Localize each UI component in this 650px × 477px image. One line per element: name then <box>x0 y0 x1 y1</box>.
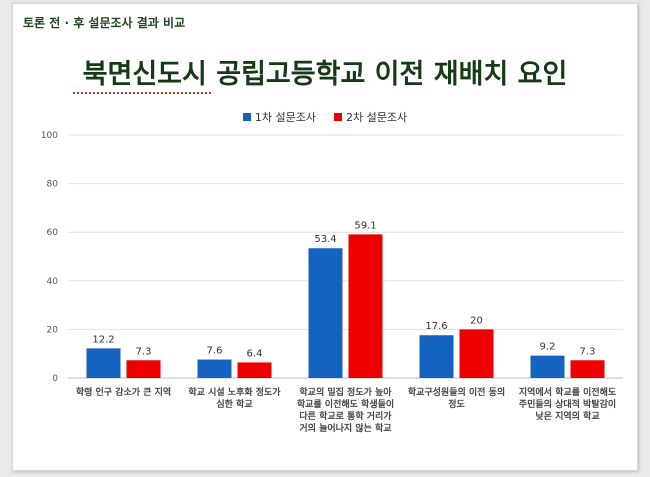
chart-title: 북면신도시 공립고등학교 이전 재배치 요인 <box>82 59 568 90</box>
category-label-1: 학령 인구 감소가 큰 지역 <box>76 386 171 398</box>
legend-label-series-2: 2차 설문조사 <box>346 111 408 124</box>
bar-series-1-cat-5 <box>530 355 565 378</box>
category-label-4: 학교구성원들의 이전 동의 <box>408 386 505 398</box>
data-label-series-2-cat-5: 7.3 <box>580 346 596 357</box>
y-tick-label: 60 <box>47 228 59 238</box>
y-tick-label: 0 <box>52 374 58 384</box>
legend-label-series-1: 1차 설문조사 <box>254 111 316 124</box>
bar-chart: 0 20 40 60 80 100 12.2 7.3 학령 인구 감소가 큰 지역 7.6 6.4 학… <box>41 131 623 434</box>
legend-item-series-2: 2차 설문조사 <box>334 109 407 125</box>
y-tick-label: 100 <box>41 131 58 141</box>
data-label-series-2-cat-2: 6.4 <box>247 348 263 359</box>
category-label-5: 지역에서 학교를 이전해도 <box>519 386 617 398</box>
category-label-5: 낮은 지역의 학교 <box>535 410 599 422</box>
data-label-series-1-cat-3: 53.4 <box>314 234 336 245</box>
category-label-2: 심한 학교 <box>216 398 252 410</box>
bar-series-1-cat-4 <box>419 335 454 378</box>
y-tick-label: 20 <box>47 325 59 335</box>
data-label-series-1-cat-2: 7.6 <box>207 346 223 357</box>
y-tick-label: 40 <box>47 277 59 287</box>
bar-series-1-cat-2 <box>197 359 232 378</box>
category-label-4: 정도 <box>448 398 465 410</box>
category-label-3: 다른 학교로 통학 거리가 <box>299 410 392 422</box>
data-label-series-1-cat-5: 9.2 <box>540 342 556 353</box>
header-label: 토론 전 · 후 설문조사 결과 비교 <box>23 16 186 30</box>
data-label-series-2-cat-1: 7.3 <box>136 346 152 357</box>
legend-item-series-1: 1차 설문조사 <box>242 109 316 125</box>
bar-series-1-cat-1 <box>86 348 121 378</box>
y-tick-label: 80 <box>47 180 59 190</box>
bar-series-2-cat-5 <box>570 360 605 378</box>
spellcheck-underline <box>73 90 211 94</box>
data-label-series-1-cat-1: 12.2 <box>92 334 114 345</box>
slide: 토론 전 · 후 설문조사 결과 비교 북면신도시 공립고등학교 이전 재배치 … <box>12 3 638 471</box>
legend-swatch-series-1 <box>242 113 251 121</box>
category-label-3: 학교를 이전해도 학생들이 <box>297 398 394 410</box>
legend-swatch-series-2 <box>334 113 342 121</box>
category-label-3: 거의 늘어나지 않는 학교 <box>299 422 391 434</box>
category-label-2: 학교 시설 노후화 정도가 <box>188 386 281 398</box>
category-label-5: 주민들의 상대적 박탈감이 <box>519 398 616 410</box>
bar-series-2-cat-3 <box>348 234 383 378</box>
category-label-3: 학교의 밀집 정도가 높아 <box>299 386 392 398</box>
data-label-series-2-cat-4: 20 <box>470 315 483 326</box>
bar-series-2-cat-1 <box>126 360 161 378</box>
bar-series-1-cat-3 <box>308 248 343 378</box>
bar-series-2-cat-4 <box>459 329 494 378</box>
data-label-series-1-cat-4: 17.6 <box>425 321 447 332</box>
data-label-series-2-cat-3: 59.1 <box>354 220 376 231</box>
chart-legend: 1차 설문조사 2차 설문조사 <box>13 109 637 125</box>
bar-series-2-cat-2 <box>237 362 272 378</box>
